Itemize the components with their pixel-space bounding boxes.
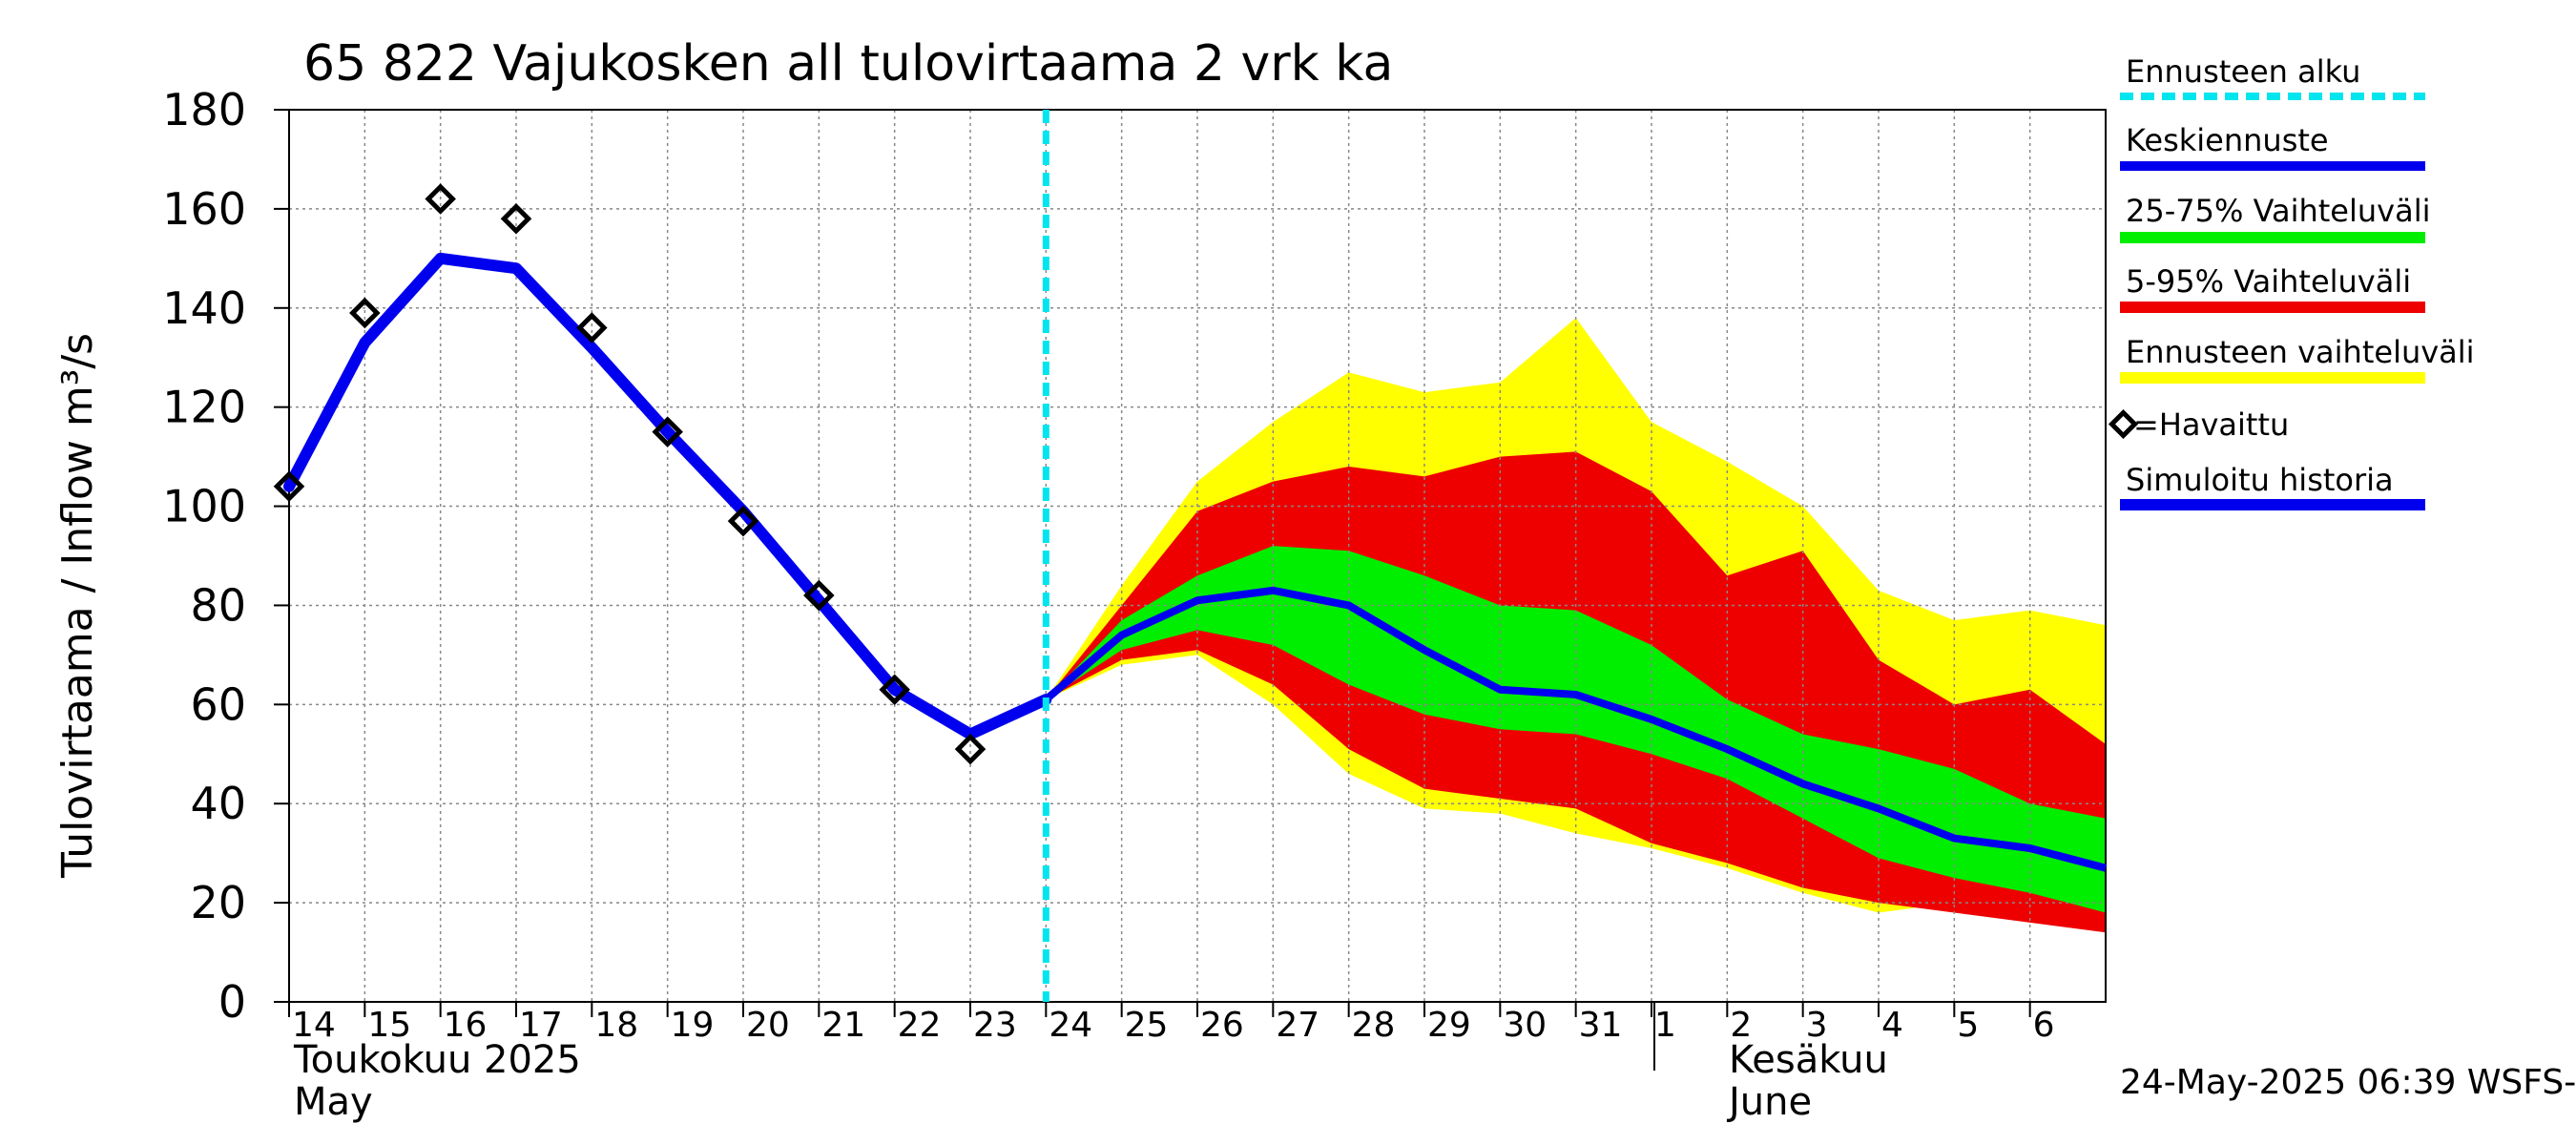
observed-point — [652, 416, 683, 448]
x-tick-label: 20 — [746, 1006, 790, 1045]
x-tick-label: 6 — [2033, 1006, 2055, 1045]
x-tick-label: 26 — [1200, 1006, 1244, 1045]
x-tick-label: 23 — [973, 1006, 1017, 1045]
legend-label-simulated: Simuloitu historia — [2126, 462, 2394, 498]
x-tick-label: 5 — [1957, 1006, 1979, 1045]
y-tick-label: 0 — [218, 976, 246, 1028]
x-axis-ticks: 14 15 16 17 18 19 20 21 22 23 24 25 26 27 28 29 30 31 1 2 3 4… — [288, 1002, 2055, 1045]
y-tick-label: 180 — [162, 84, 246, 135]
y-tick-label: 40 — [190, 778, 246, 829]
simulated-history-line — [283, 252, 1052, 740]
observed-markers — [273, 183, 987, 765]
y-axis-ticks: 0 20 40 60 80 100 120 140 160 180 — [162, 84, 289, 1028]
series-lines — [283, 110, 2108, 1002]
x-tick-label: 15 — [367, 1006, 411, 1045]
x-tick-label: 31 — [1579, 1006, 1623, 1045]
observed-point — [727, 505, 759, 537]
band-25-75 — [1046, 546, 2106, 913]
month-label-june-en: June — [1726, 1080, 1812, 1124]
legend-label-forecast-start: Ennusteen alku — [2126, 53, 2360, 90]
legend-label-median: Keskiennuste — [2126, 122, 2329, 158]
observed-point — [954, 733, 987, 765]
grid — [289, 110, 2106, 1002]
legend-label-band-5-95: 5-95% Vaihteluväli — [2126, 263, 2411, 300]
y-tick-label: 160 — [162, 183, 246, 235]
y-tick-label: 140 — [162, 282, 246, 334]
month-label-may-en: May — [294, 1080, 373, 1124]
x-tick-label: 25 — [1125, 1006, 1169, 1045]
observed-point — [803, 579, 835, 612]
x-tick-label: 24 — [1049, 1006, 1092, 1045]
x-tick-label: 1 — [1654, 1006, 1676, 1045]
footer-timestamp: 24-May-2025 06:39 WSFS-O — [2120, 1063, 2576, 1102]
y-axis-label: Tulovirtaama / Inflow m³/s — [53, 333, 102, 879]
x-tick-label: 21 — [821, 1006, 865, 1045]
y-tick-label: 100 — [162, 481, 246, 532]
x-tick-label: 18 — [594, 1006, 638, 1045]
x-tick-label: 4 — [1881, 1006, 1903, 1045]
x-tick-label: 17 — [519, 1006, 563, 1045]
median-forecast-line — [1043, 586, 2108, 872]
observed-point — [879, 674, 910, 706]
y-tick-label: 120 — [162, 382, 246, 433]
x-tick-label: 16 — [444, 1006, 488, 1045]
observed-point — [349, 297, 381, 329]
legend-label-band-25-75: 25-75% Vaihteluväli — [2126, 193, 2430, 229]
x-tick-label: 14 — [292, 1006, 336, 1045]
legend: Ennusteen alku Keskiennuste 25-75% Vaiht… — [2108, 53, 2475, 510]
legend-label-observed: =Havaittu — [2133, 406, 2289, 443]
x-tick-label: 27 — [1276, 1006, 1319, 1045]
observed-point — [576, 312, 608, 344]
x-tick-label: 2 — [1730, 1006, 1752, 1045]
chart-title: 65 822 Vajukosken all tulovirtaama 2 vrk… — [303, 35, 1393, 93]
legend-label-band-full: Ennusteen vaihteluväli — [2126, 334, 2475, 370]
legend-swatch-observed — [2108, 408, 2139, 440]
x-tick-label: 22 — [898, 1006, 942, 1045]
x-tick-label: 30 — [1503, 1006, 1547, 1045]
x-tick-label: 28 — [1352, 1006, 1396, 1045]
month-label-june-fi: Kesäkuu — [1729, 1038, 1888, 1082]
x-tick-label: 19 — [671, 1006, 715, 1045]
observed-point — [500, 203, 532, 235]
y-tick-label: 60 — [190, 678, 246, 730]
x-tick-label: 29 — [1427, 1006, 1471, 1045]
y-tick-label: 80 — [190, 579, 246, 631]
observed-point — [425, 183, 456, 215]
observed-point — [273, 470, 305, 503]
x-tick-label: 3 — [1806, 1006, 1828, 1045]
y-tick-label: 20 — [190, 877, 246, 928]
month-label-may-fi: Toukokuu 2025 — [293, 1038, 581, 1082]
